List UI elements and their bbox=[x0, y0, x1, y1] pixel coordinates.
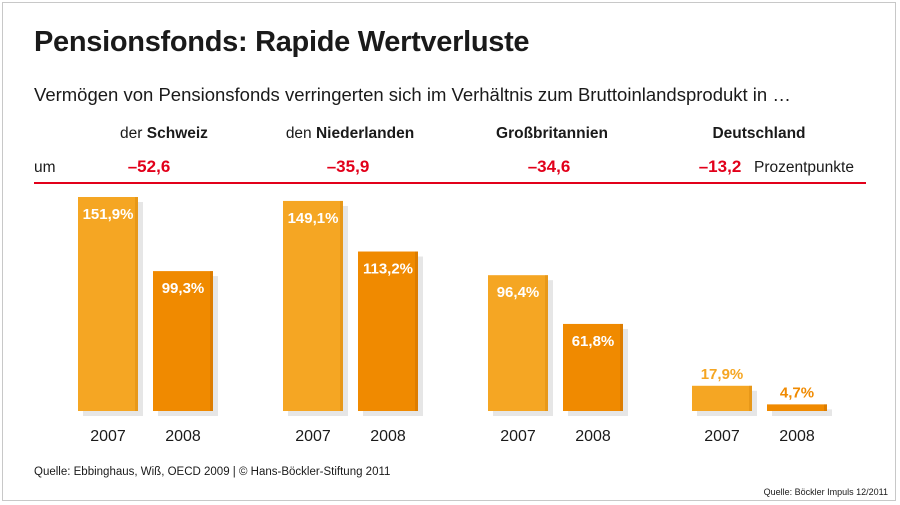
bar-Schweiz-2008 bbox=[153, 271, 213, 411]
tick-label-year: 2007 bbox=[295, 428, 331, 445]
bar-edge bbox=[415, 251, 418, 411]
data-label: 96,4% bbox=[497, 284, 540, 301]
source-note: Quelle: Ebbinghaus, Wiß, OECD 2009 | © H… bbox=[34, 466, 391, 478]
data-label: 149,1% bbox=[288, 210, 339, 227]
prefix-label: um bbox=[34, 159, 56, 176]
bar-Schweiz-2007 bbox=[78, 197, 138, 411]
chart-title: Pensionsfonds: Rapide Wertverluste bbox=[34, 26, 530, 58]
country-label-1: der Schweiz bbox=[120, 125, 208, 142]
tick-label-year: 2007 bbox=[704, 428, 740, 445]
diff-value-1: –52,6 bbox=[127, 157, 171, 176]
bar-Niederlanden-2008 bbox=[358, 251, 418, 411]
tick-label-year: 2008 bbox=[370, 428, 406, 445]
bar-edge bbox=[824, 404, 827, 411]
data-label: 17,9% bbox=[701, 366, 744, 383]
data-label: 4,7% bbox=[780, 384, 814, 401]
bar-shadow bbox=[772, 409, 832, 416]
red-separator-line bbox=[34, 182, 866, 184]
bar-edge bbox=[545, 275, 548, 411]
bar-edge bbox=[135, 197, 138, 411]
data-label: 113,2% bbox=[363, 261, 413, 278]
source-note-right: Quelle: Böckler Impuls 12/2011 bbox=[763, 487, 888, 497]
bar-Deutschland-2007 bbox=[692, 385, 752, 411]
bar-edge bbox=[620, 323, 623, 411]
bar-Deutschland-2008 bbox=[767, 404, 827, 411]
diff-value-2: –35,9 bbox=[326, 157, 370, 176]
tick-label-year: 2008 bbox=[575, 428, 611, 445]
country-label-2: den Niederlanden bbox=[285, 125, 415, 142]
tick-label-year: 2007 bbox=[500, 428, 536, 445]
data-label: 61,8% bbox=[572, 333, 615, 350]
chart-subtitle: Vermögen von Pensionsfonds verringerten … bbox=[34, 84, 791, 105]
country-label-3: Großbritannien bbox=[496, 125, 608, 142]
tick-label-year: 2008 bbox=[165, 428, 201, 445]
country-label-4: Deutschland bbox=[712, 125, 806, 142]
data-label: 151,9% bbox=[83, 206, 134, 223]
unit-label: Prozentpunkte bbox=[754, 159, 854, 176]
bar-Großbritannien-2008 bbox=[563, 323, 623, 411]
tick-label-year: 2008 bbox=[779, 428, 815, 445]
bar-edge bbox=[210, 271, 213, 411]
bar-edge bbox=[340, 200, 343, 411]
diff-value-3: –34,6 bbox=[527, 157, 571, 176]
bar-Niederlanden-2007 bbox=[283, 200, 343, 411]
bar-Großbritannien-2007 bbox=[488, 275, 548, 411]
diff-value-4: –13,2 bbox=[698, 157, 742, 176]
bar-edge bbox=[749, 385, 752, 411]
data-label: 99,3% bbox=[162, 280, 205, 297]
tick-label-year: 2007 bbox=[90, 428, 126, 445]
